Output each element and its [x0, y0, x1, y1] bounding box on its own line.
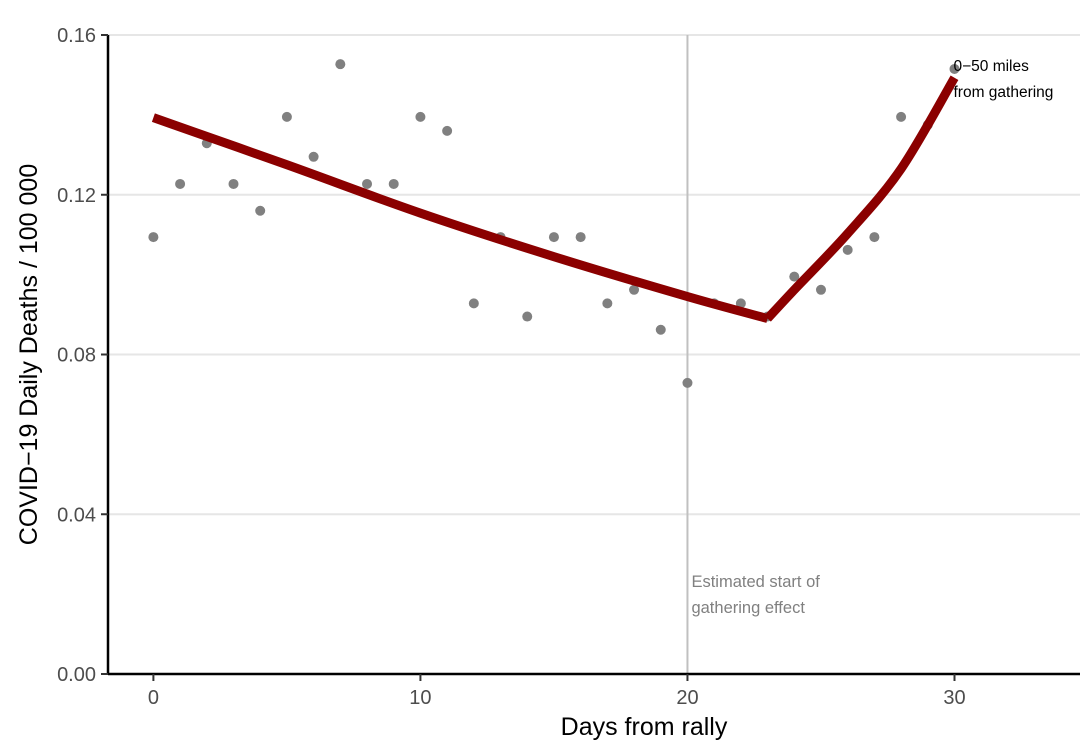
data-points: [148, 59, 960, 388]
x-tick-label-3: 30: [943, 687, 965, 709]
data-point-19: [655, 324, 666, 335]
y-tick-label-2: 0.08: [57, 345, 96, 367]
data-point-24: [789, 271, 800, 282]
x-axis-ticks: 0 10 20 30: [148, 674, 966, 709]
grid-layer: [108, 34, 1080, 516]
data-point-12: [468, 298, 479, 309]
data-point-6: [308, 151, 319, 162]
data-point-8: [362, 178, 373, 189]
rally-effect-label-line-1: gathering effect: [691, 599, 805, 617]
y-tick-label-0: 0.00: [57, 664, 96, 686]
rally-effect-label-line-0: Estimated start of: [691, 573, 820, 591]
data-point-5: [281, 111, 292, 122]
data-point-0: [148, 232, 159, 243]
fit-line-after: [764, 75, 959, 322]
data-point-4: [255, 205, 266, 216]
data-point-17: [602, 298, 613, 309]
y-tick-label-4: 0.16: [57, 25, 96, 47]
data-point-27: [869, 232, 880, 243]
data-point-9: [388, 178, 399, 189]
data-point-11: [442, 125, 453, 136]
data-point-28: [896, 111, 907, 122]
data-point-18: [629, 284, 640, 295]
x-tick-label-2: 20: [676, 687, 698, 709]
y-axis-ticks: 0.00 0.04 0.08 0.12 0.16: [57, 25, 108, 686]
data-point-14: [522, 311, 533, 322]
data-point-3: [228, 178, 239, 189]
rally-effect-label: Estimated start of gathering effect: [691, 573, 820, 617]
fit-line-before: [151, 113, 769, 323]
data-point-16: [575, 232, 586, 243]
data-point-30: [949, 63, 960, 74]
series-label-line-1: from gathering: [953, 84, 1053, 101]
data-point-25: [815, 284, 826, 295]
data-point-15: [548, 232, 559, 243]
x-tick-label-1: 10: [409, 687, 431, 709]
data-point-26: [842, 244, 853, 255]
y-tick-label-1: 0.04: [57, 504, 96, 526]
data-point-1: [175, 178, 186, 189]
series-label: 0−50 miles from gathering: [953, 58, 1053, 101]
data-point-7: [335, 59, 346, 70]
data-point-10: [415, 111, 426, 122]
y-tick-label-3: 0.12: [57, 185, 96, 207]
data-point-22: [735, 298, 746, 309]
y-axis-title: COVID−19 Daily Deaths / 100 000: [15, 164, 43, 545]
x-tick-label-0: 0: [148, 687, 159, 709]
series-label-line-0: 0−50 miles: [953, 58, 1029, 75]
x-axis-title: Days from rally: [561, 713, 728, 741]
data-point-20: [682, 377, 693, 388]
fit-lines: [151, 75, 959, 323]
